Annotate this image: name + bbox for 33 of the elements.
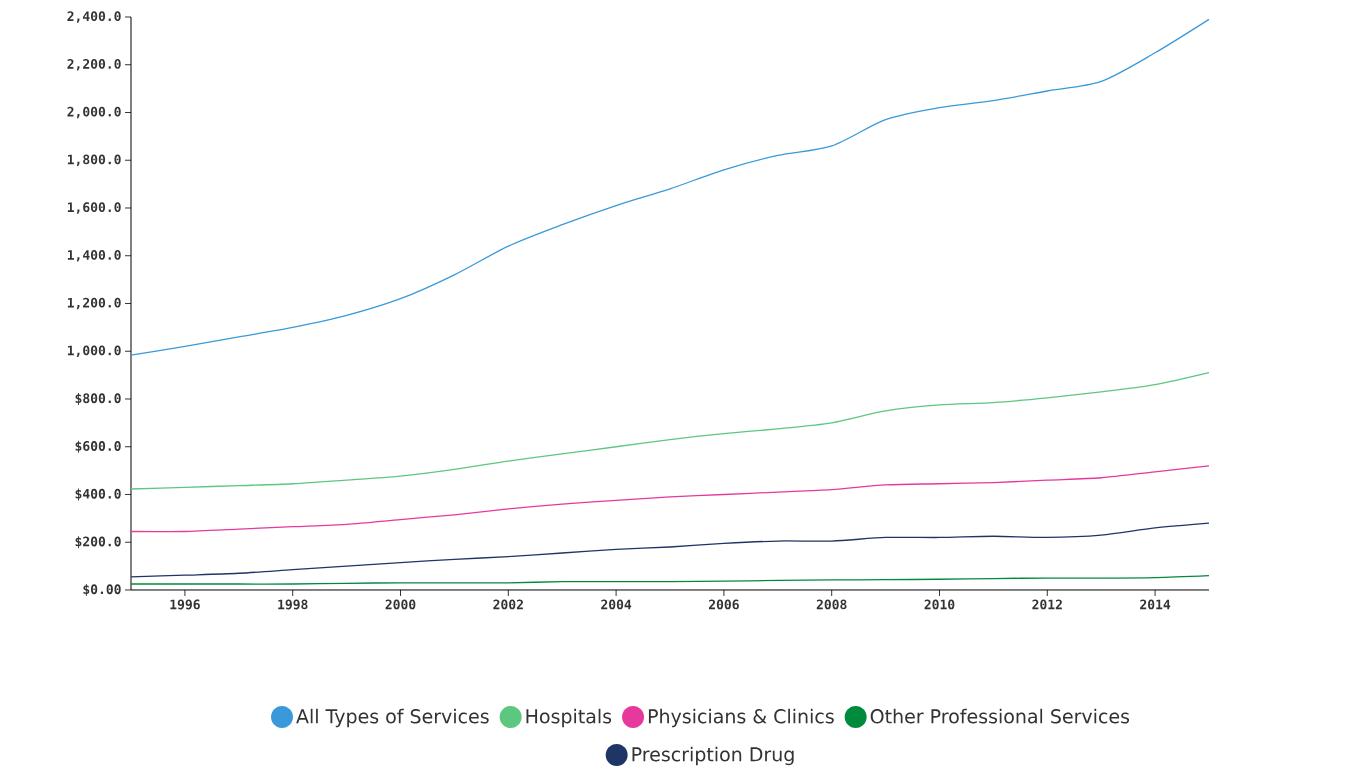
x-tick-label: 2008 (816, 599, 847, 610)
legend-label: Prescription Drug (632, 746, 794, 766)
legend-label: All Types of Services (296, 708, 489, 728)
y-tick-label: 2,400.0 (67, 11, 121, 23)
line-series (130, 575, 1210, 585)
line-series (130, 465, 1210, 533)
y-tick-label: 2,200.0 (67, 59, 121, 71)
x-tick-label: 1998 (278, 599, 308, 610)
x-tick-label: 2012 (1032, 599, 1062, 610)
y-tick-label: 1,800.0 (67, 154, 121, 166)
x-tick-label: 2000 (385, 599, 416, 610)
y-tick-label: 1,000.0 (67, 345, 121, 357)
y-tick-label: 1,600.0 (67, 202, 121, 214)
line-series (130, 372, 1210, 490)
legend-label: Hospitals (526, 708, 612, 728)
x-tick-label: 2010 (924, 599, 955, 610)
y-tick-label: 2,000.0 (67, 106, 121, 119)
x-tick-label: 1996 (170, 599, 200, 610)
line-series (130, 18, 1210, 356)
y-tick-label: $400.0 (75, 488, 121, 501)
y-tick-label: $0.00 (83, 584, 121, 596)
y-tick-label: $200.0 (75, 536, 121, 549)
x-tick-label: 2014 (1140, 599, 1171, 610)
line-series (130, 522, 1210, 578)
legend-label: Physicians & Clinics (648, 708, 834, 728)
x-tick-label: 2004 (601, 599, 632, 610)
legend-label: Other Professional Services (870, 708, 1130, 724)
y-tick-label: 1,200.0 (67, 297, 121, 310)
x-tick-label: 2006 (708, 599, 739, 610)
y-tick-label: $800.0 (75, 393, 121, 405)
y-tick-label: 1,400.0 (67, 250, 121, 262)
x-tick-label: 2002 (493, 599, 523, 610)
y-tick-label: $600.0 (75, 440, 121, 453)
